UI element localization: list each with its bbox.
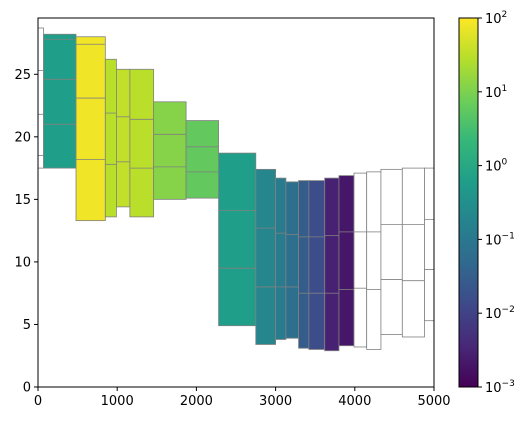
y-tick-label: 10 bbox=[14, 255, 31, 270]
y-tick-label: 20 bbox=[14, 130, 31, 145]
heatmap-cell-6 bbox=[153, 101, 187, 200]
x-tick-label: 0 bbox=[34, 394, 42, 409]
x-tick-label: 4000 bbox=[338, 394, 371, 409]
x-axis: 0 1000 2000 3000 4000 5000 bbox=[34, 387, 451, 409]
y-tick-label: 5 bbox=[23, 318, 31, 333]
plot-frame bbox=[37, 17, 435, 388]
heatmap-cell-12 bbox=[298, 180, 310, 349]
heatmap-cell-3 bbox=[104, 58, 117, 218]
colorbar-frame bbox=[458, 17, 479, 388]
colorbar-tick-label: 101 bbox=[485, 84, 507, 101]
heatmap-cell-8 bbox=[218, 152, 257, 327]
heatmap-cell-9 bbox=[255, 168, 277, 345]
x-tick-label: 2000 bbox=[180, 394, 213, 409]
heatmap-cell-2 bbox=[75, 36, 106, 222]
heatmap-cell-17 bbox=[366, 171, 382, 350]
heatmap-cell-18 bbox=[380, 168, 403, 335]
y-tick-label: 0 bbox=[23, 381, 31, 396]
y-tick-label: 25 bbox=[14, 68, 31, 83]
colorbar-tick-label: 10−1 bbox=[485, 231, 515, 248]
heatmap-cell-14 bbox=[324, 177, 340, 352]
colorbar-tick-label: 102 bbox=[485, 10, 507, 27]
heatmap-cell-20 bbox=[424, 167, 434, 322]
heatmap-cell-0 bbox=[38, 27, 44, 169]
colorbar-tick-label: 100 bbox=[485, 158, 508, 175]
x-tick-label: 5000 bbox=[417, 394, 450, 409]
heatmap-cell-13 bbox=[308, 180, 326, 350]
heatmap-cell-16 bbox=[353, 172, 368, 348]
heatmap-cell-10 bbox=[275, 177, 287, 340]
heatmap-cell-19 bbox=[401, 167, 425, 338]
heatmap-cell-5 bbox=[129, 68, 155, 218]
y-tick-label: 15 bbox=[14, 193, 31, 208]
colorbar-tick-label: 10−2 bbox=[485, 305, 515, 322]
colorbar-tick-label: 10−3 bbox=[485, 379, 515, 396]
heatmap-cell-7 bbox=[185, 120, 219, 199]
x-tick-label: 3000 bbox=[259, 394, 292, 409]
colorbar-axis: 10−3 10−2 10−1 100 101 102 bbox=[478, 10, 515, 396]
heatmap-cell-15 bbox=[338, 175, 355, 347]
heatmap-cell-11 bbox=[285, 181, 299, 339]
colorbar bbox=[459, 18, 478, 387]
heatmap-cells bbox=[38, 27, 434, 352]
y-axis: 0 5 10 15 20 25 bbox=[14, 68, 38, 396]
heatmap-cell-1 bbox=[43, 33, 77, 169]
x-tick-label: 1000 bbox=[101, 394, 134, 409]
heatmap-cell-4 bbox=[116, 68, 131, 208]
